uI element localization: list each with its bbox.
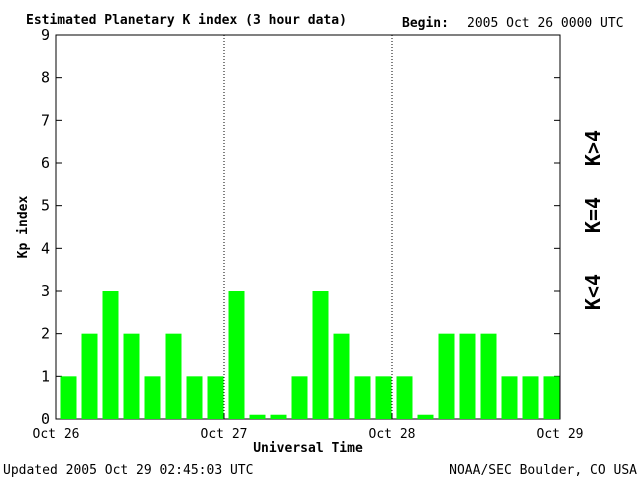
kp-bar	[438, 333, 455, 419]
legend-k-lt4: K<4	[581, 274, 605, 310]
kp-bar	[501, 376, 518, 419]
begin-label: Begin:	[402, 16, 449, 31]
y-tick-label: 3	[41, 282, 50, 300]
kp-bar	[60, 376, 77, 419]
plot-frame	[55, 34, 561, 420]
y-tick-label: 5	[41, 197, 50, 215]
x-axis-label: Universal Time	[253, 441, 363, 456]
kp-bar	[186, 376, 203, 419]
y-tick-label: 8	[41, 69, 50, 87]
credit-text: NOAA/SEC Boulder, CO USA	[449, 463, 637, 478]
chart-title: Estimated Planetary K index (3 hour data…	[26, 13, 347, 28]
kp-bar	[354, 376, 371, 419]
updated-timestamp: Updated 2005 Oct 29 02:45:03 UTC	[3, 463, 253, 478]
kp-bar	[207, 376, 224, 419]
kp-bar	[123, 333, 140, 419]
y-tick-label: 1	[41, 367, 50, 385]
y-axis-ticks: 0 1 2 3 4 5 6 7 8 9	[41, 26, 560, 428]
y-tick-label: 2	[41, 325, 50, 343]
x-axis-ticks: Oct 26 Oct 27 Oct 28 Oct 29	[33, 413, 584, 442]
y-tick-label: 6	[41, 154, 50, 172]
kp-bar	[102, 291, 119, 419]
kp-bar	[396, 376, 413, 419]
legend-k-gt4: K>4	[581, 130, 605, 166]
kp-bar	[417, 414, 434, 419]
x-tick-label: Oct 28	[369, 427, 416, 442]
bar-series	[60, 291, 560, 419]
y-axis-label: Kp index	[16, 196, 31, 259]
kp-bar	[270, 414, 287, 419]
kp-bar	[249, 414, 266, 419]
kp-bar	[144, 376, 161, 419]
kp-bar	[522, 376, 539, 419]
kp-bar	[543, 376, 560, 419]
kp-bar	[228, 291, 245, 419]
y-tick-label: 7	[41, 111, 50, 129]
kp-bar	[375, 376, 392, 419]
legend-k-eq4: K=4	[581, 197, 605, 233]
y-tick-label: 4	[41, 239, 50, 257]
x-tick-label: Oct 26	[33, 427, 80, 442]
x-tick-label: Oct 29	[537, 427, 584, 442]
y-tick-label: 9	[41, 26, 50, 44]
x-tick-label: Oct 27	[201, 427, 248, 442]
kp-bar	[165, 333, 182, 419]
kp-bar	[81, 333, 98, 419]
kp-bar	[459, 333, 476, 419]
begin-value: 2005 Oct 26 0000 UTC	[467, 16, 624, 31]
kp-bar	[333, 333, 350, 419]
kp-bar	[480, 333, 497, 419]
kp-bar	[291, 376, 308, 419]
y-tick-label: 0	[41, 410, 50, 428]
kp-bar	[312, 291, 329, 419]
